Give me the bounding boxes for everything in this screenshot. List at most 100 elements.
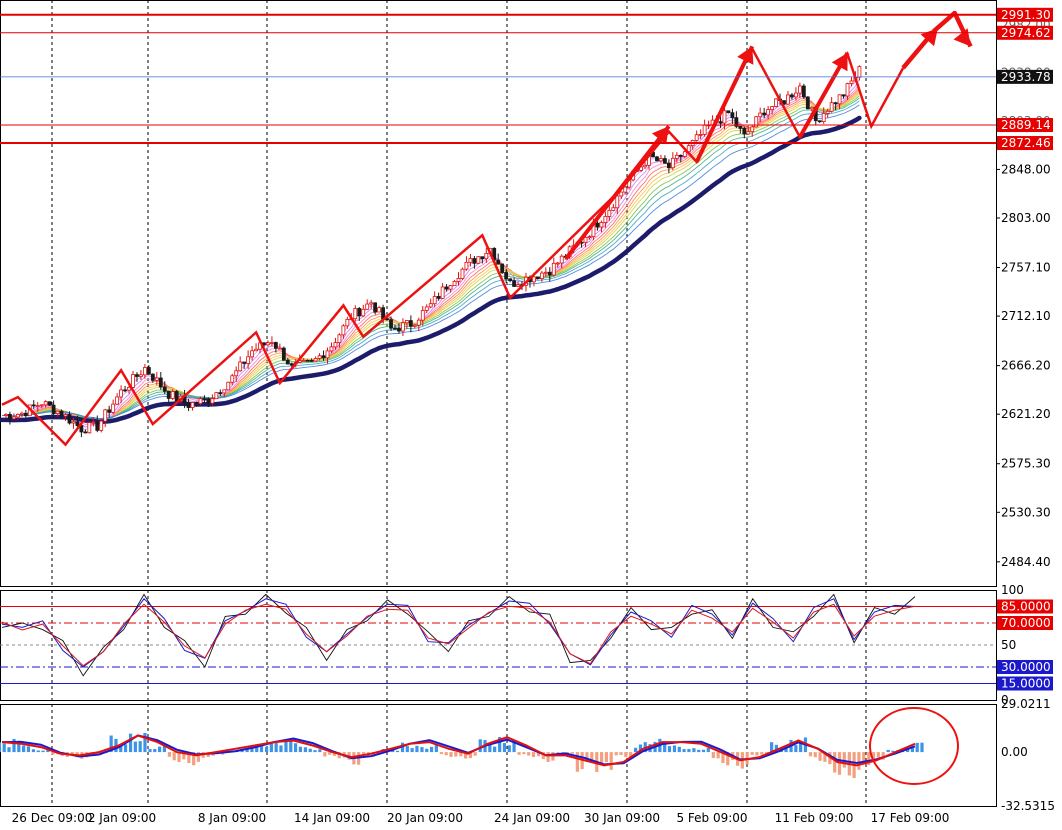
- macd-histogram-bar: [493, 746, 497, 753]
- macd-histogram-bar: [609, 752, 613, 770]
- macd-histogram-bar: [920, 742, 924, 753]
- macd-histogram-bar: [148, 749, 152, 753]
- candle-body: [158, 377, 163, 388]
- candle-body: [611, 207, 616, 211]
- macd-histogram-bar: [536, 752, 541, 757]
- candle-body: [361, 308, 366, 317]
- candle-body: [154, 377, 159, 381]
- macd-histogram-bar: [468, 752, 473, 759]
- macd-histogram-bar: [619, 752, 623, 755]
- candle-body: [432, 296, 437, 305]
- macd-histogram-bar: [833, 752, 837, 773]
- level-price-box: [997, 7, 1053, 22]
- macd-histogram-bar: [808, 752, 813, 757]
- price-tick-label: 2666.20: [1001, 359, 1051, 373]
- candle-body: [790, 94, 794, 98]
- stoch-signal-line: [1, 603, 916, 667]
- macd-histogram-bar: [7, 747, 11, 753]
- macd-histogram-bar: [886, 749, 890, 753]
- candle-body: [119, 389, 123, 398]
- candle-body: [230, 375, 235, 383]
- candle-body: [103, 409, 108, 422]
- candle-body: [452, 281, 457, 286]
- macd-histogram-bar: [167, 752, 172, 757]
- candle-body: [508, 278, 513, 282]
- candle-body: [150, 373, 155, 381]
- macd-histogram-bar: [454, 752, 458, 757]
- macd-histogram-bar: [420, 747, 424, 753]
- macd-histogram-bar: [837, 752, 842, 775]
- candle-body: [472, 258, 477, 264]
- candle-body: [131, 374, 135, 388]
- candle-body: [79, 425, 84, 433]
- candle-body: [285, 359, 290, 365]
- macd-histogram-bar: [425, 748, 429, 753]
- candle-body: [270, 342, 274, 344]
- candle-body: [321, 355, 326, 359]
- candle-body: [730, 112, 735, 119]
- macd-histogram-bar: [255, 746, 259, 753]
- candle-body: [559, 255, 564, 264]
- macd-histogram-bar: [784, 746, 788, 753]
- candle-body: [444, 286, 449, 290]
- impulse-arrowhead: [831, 52, 848, 72]
- candle-body: [801, 85, 806, 98]
- macd-histogram-bar: [293, 743, 298, 753]
- stoch-level-box: [997, 599, 1053, 614]
- macd-histogram-bar: [774, 744, 779, 753]
- time-axis-label: 11 Feb 09:00: [775, 811, 854, 825]
- macd-histogram-bar: [51, 752, 55, 755]
- axis-labels: 2484.40 2530.30 2575.30 2621.20 2666.20 2712.…: [12, 7, 1055, 825]
- macd-histogram-bar: [46, 749, 50, 753]
- macd-histogram-bar: [172, 752, 176, 761]
- time-axis-label: 2 Jan 09:00: [88, 811, 156, 825]
- candle-body: [440, 286, 445, 299]
- candle-body: [127, 386, 131, 391]
- macd-histogram-bar: [245, 749, 249, 753]
- stochastic-panel[interactable]: [0, 590, 997, 701]
- ribbon-ma-line: [1, 100, 860, 420]
- candle-body: [674, 154, 679, 159]
- macd-histogram-bar: [706, 747, 710, 753]
- candle-body: [587, 236, 592, 238]
- candle-body: [786, 94, 790, 105]
- candle-body: [35, 405, 40, 408]
- candle-body: [23, 412, 28, 417]
- price-panel[interactable]: [0, 0, 997, 587]
- stoch-tick-label: 0: [1001, 693, 1009, 707]
- candle-body: [71, 421, 76, 424]
- macd-histogram-bar: [862, 752, 866, 763]
- time-axis-label: 24 Jan 09:00: [494, 811, 570, 825]
- candle-body: [532, 276, 536, 283]
- macd-panel[interactable]: [0, 704, 997, 807]
- macd-histogram-bar: [871, 752, 876, 761]
- macd-histogram-bar: [337, 752, 341, 759]
- macd-histogram-bar: [750, 752, 754, 755]
- macd-histogram-bar: [910, 746, 914, 753]
- candle-body: [817, 120, 822, 123]
- macd-histogram-bar: [590, 752, 594, 761]
- candle-body: [19, 412, 24, 415]
- forecast-arrow-path: [901, 10, 973, 70]
- candle-body: [758, 112, 763, 118]
- impulse-arrowhead: [651, 126, 669, 145]
- macd-histogram-bar: [182, 752, 186, 760]
- macd-histogram-bar: [128, 733, 133, 753]
- candle-body: [547, 271, 552, 276]
- candle-body: [273, 342, 278, 349]
- level-price-label: 2974.62: [1001, 26, 1051, 40]
- macd-histogram-bar: [599, 752, 604, 764]
- candle-body: [615, 195, 620, 209]
- price-tick-label: 2530.30: [1001, 505, 1051, 519]
- macd-main-line: [1, 734, 916, 766]
- candle-body: [476, 256, 481, 264]
- candle-body: [250, 350, 254, 358]
- candle-body: [63, 414, 68, 417]
- candle-body: [849, 80, 854, 84]
- macd-histogram-bar: [823, 752, 827, 762]
- candle-body: [500, 263, 505, 273]
- candle-body: [115, 396, 120, 405]
- zigzag-line: [1, 45, 905, 447]
- candle-body: [31, 404, 36, 407]
